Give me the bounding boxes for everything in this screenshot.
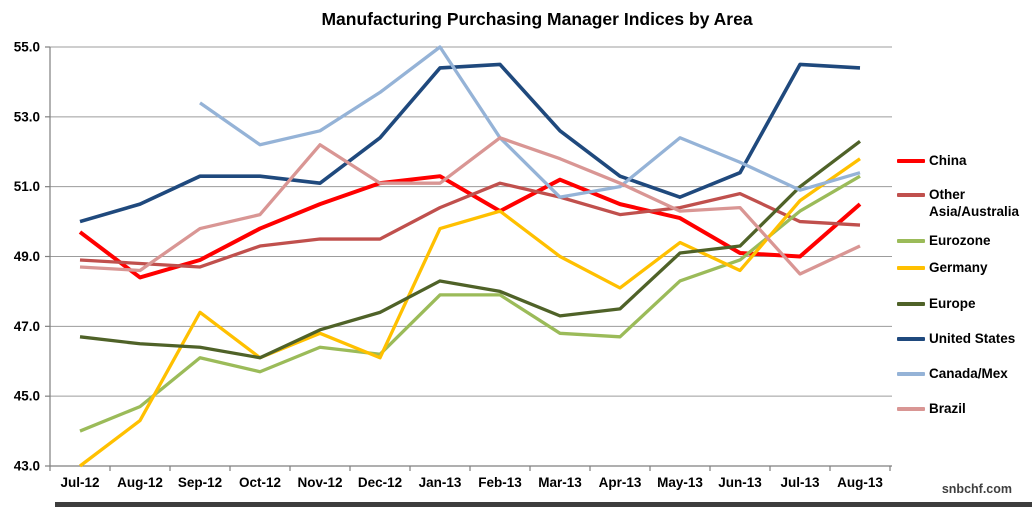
y-tick-label: 43.0 bbox=[14, 459, 40, 474]
legend-marker-europe bbox=[897, 302, 925, 306]
legend-item-canada-mex: Canada/Mex bbox=[897, 365, 1029, 382]
series-line-united-states bbox=[79, 62, 861, 224]
legend-item-brazil: Brazil bbox=[897, 400, 1029, 417]
legend-item-china: China bbox=[897, 152, 1029, 169]
series-line-canada-mex bbox=[199, 45, 861, 199]
x-tick-label: Oct-12 bbox=[239, 475, 281, 490]
x-tick-label: Dec-12 bbox=[358, 475, 402, 490]
y-tick-label: 51.0 bbox=[14, 179, 40, 194]
legend-item-europe: Europe bbox=[897, 295, 1029, 312]
series-line-europe bbox=[79, 139, 861, 360]
legend-label-canada-mex: Canada/Mex bbox=[929, 366, 1008, 381]
series-line-brazil bbox=[79, 136, 861, 276]
x-tick-label: Jul-13 bbox=[780, 475, 820, 490]
legend-item-united-states: United States bbox=[897, 330, 1029, 347]
y-tick-label: 49.0 bbox=[14, 249, 40, 264]
legend-marker-eurozone bbox=[897, 239, 925, 243]
legend-marker-china bbox=[897, 159, 925, 163]
x-tick-label: Nov-12 bbox=[297, 475, 342, 490]
legend-item-other-asia-australia: Other Asia/Australia bbox=[897, 186, 1029, 220]
x-tick-label: Aug-13 bbox=[837, 475, 883, 490]
legend-marker-canada-mex bbox=[897, 372, 925, 376]
legend-label-germany: Germany bbox=[929, 260, 988, 275]
legend-item-germany: Germany bbox=[897, 259, 1029, 276]
legend-label-other-asia-australia: Other Asia/Australia bbox=[929, 187, 1020, 219]
x-tick-label: Aug-12 bbox=[117, 475, 163, 490]
x-tick-label: Sep-12 bbox=[178, 475, 222, 490]
series-line-eurozone bbox=[79, 174, 861, 433]
chart-title: Manufacturing Purchasing Manager Indices… bbox=[321, 9, 753, 29]
x-tick-label: Apr-13 bbox=[599, 475, 642, 490]
y-tick-label: 53.0 bbox=[14, 109, 40, 124]
series-line-china bbox=[78, 174, 862, 280]
legend-label-eurozone: Eurozone bbox=[929, 233, 991, 248]
legend-marker-other-asia-australia bbox=[897, 193, 925, 197]
y-tick-label: 55.0 bbox=[14, 40, 40, 55]
bottom-bar bbox=[55, 502, 1032, 507]
legend-label-europe: Europe bbox=[929, 296, 976, 311]
legend-marker-germany bbox=[897, 266, 925, 270]
legend-label-china: China bbox=[929, 153, 967, 168]
series-line-germany bbox=[79, 157, 861, 468]
x-tick-label: Jan-13 bbox=[419, 475, 462, 490]
legend-label-united-states: United States bbox=[929, 331, 1016, 346]
legend-item-eurozone: Eurozone bbox=[897, 232, 1029, 249]
x-tick-label: Feb-13 bbox=[478, 475, 522, 490]
x-tick-label: May-13 bbox=[657, 475, 703, 490]
legend-marker-brazil bbox=[897, 407, 925, 411]
legend-marker-united-states bbox=[897, 337, 925, 341]
x-tick-label: Mar-13 bbox=[538, 475, 582, 490]
series-line-other-asia-australia bbox=[79, 181, 861, 269]
watermark: snbchf.com bbox=[941, 482, 1012, 496]
y-tick-label: 45.0 bbox=[14, 389, 40, 404]
y-tick-label: 47.0 bbox=[14, 319, 40, 334]
legend-label-brazil: Brazil bbox=[929, 401, 966, 416]
x-tick-label: Jun-13 bbox=[718, 475, 762, 490]
x-tick-label: Jul-12 bbox=[60, 475, 99, 490]
